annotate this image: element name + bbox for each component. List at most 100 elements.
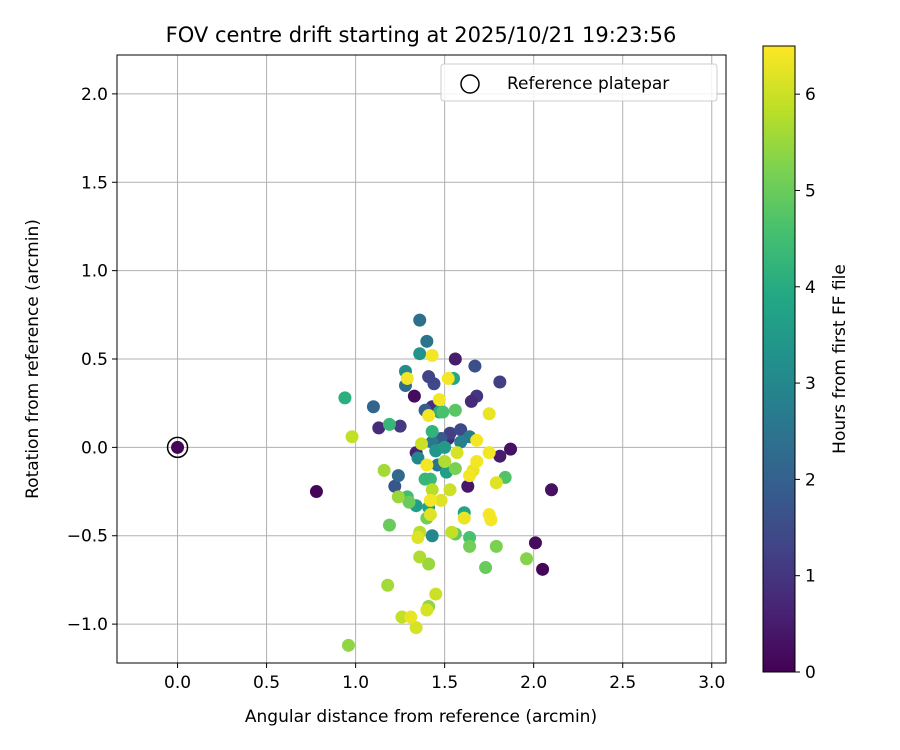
data-point xyxy=(482,407,496,421)
data-point xyxy=(436,405,450,419)
data-point xyxy=(382,518,396,532)
data-point xyxy=(461,479,475,493)
data-point xyxy=(448,352,462,366)
data-point xyxy=(395,610,409,624)
x-tick-label: 0.0 xyxy=(164,673,191,693)
colorbar-tick-label: 1 xyxy=(805,567,816,587)
data-point xyxy=(429,587,443,601)
data-point xyxy=(438,440,452,454)
data-point xyxy=(418,472,432,486)
legend-box xyxy=(440,63,718,102)
data-point xyxy=(391,469,405,483)
x-tick-label: 2.5 xyxy=(609,673,636,693)
legend: Reference platepar xyxy=(440,63,718,102)
data-point xyxy=(409,621,423,635)
data-point xyxy=(445,525,459,539)
colorbar-gradient xyxy=(762,45,796,673)
data-point xyxy=(441,371,455,385)
data-point xyxy=(443,483,457,497)
data-point xyxy=(464,394,478,408)
legend-label: Reference platepar xyxy=(507,74,669,94)
data-point xyxy=(407,389,421,403)
data-point xyxy=(463,469,477,483)
x-axis-ticks: 0.0 0.5 1.0 1.5 2.0 2.5 3.0 xyxy=(164,663,725,693)
data-point xyxy=(381,578,395,592)
reference-marker xyxy=(166,436,189,459)
data-point xyxy=(420,603,434,617)
x-tick-label: 1.0 xyxy=(342,673,369,693)
data-point xyxy=(425,529,439,543)
data-point xyxy=(528,536,542,550)
y-tick-label: −1.0 xyxy=(67,615,108,635)
x-tick-label: 1.5 xyxy=(431,673,458,693)
data-point xyxy=(438,455,452,469)
data-point xyxy=(422,409,436,423)
colorbar-tick-label: 3 xyxy=(805,374,816,394)
y-tick-label: 0.0 xyxy=(81,438,108,458)
data-point xyxy=(338,391,352,405)
data-point xyxy=(470,433,484,447)
data-point xyxy=(377,463,391,477)
data-point xyxy=(493,449,507,463)
data-point xyxy=(366,400,380,414)
data-point xyxy=(536,562,550,576)
data-point xyxy=(484,513,498,527)
legend-reference-marker xyxy=(460,74,480,94)
data-point xyxy=(423,508,437,522)
data-point xyxy=(425,483,439,497)
y-tick-label: 2.0 xyxy=(81,85,108,105)
y-tick-label: −0.5 xyxy=(67,527,108,547)
data-point xyxy=(432,393,446,407)
y-tick-label: 1.0 xyxy=(81,262,108,282)
data-point xyxy=(422,557,436,571)
data-point xyxy=(402,495,416,509)
data-point xyxy=(468,359,482,373)
data-point xyxy=(544,483,558,497)
data-point xyxy=(393,419,407,433)
data-point xyxy=(493,375,507,389)
data-point xyxy=(450,446,464,460)
data-point xyxy=(411,531,425,545)
reference-platepar-marker xyxy=(166,436,189,459)
data-point xyxy=(482,446,496,460)
x-tick-label: 3.0 xyxy=(698,673,725,693)
data-point xyxy=(448,462,462,476)
data-point xyxy=(400,371,414,385)
y-axis-ticks: −1.0 −0.5 0.0 0.5 1.0 1.5 2.0 xyxy=(67,85,117,635)
data-point xyxy=(404,610,418,624)
data-points xyxy=(171,313,558,652)
colorbar-tick-label: 2 xyxy=(805,470,816,490)
x-axis-label: Angular distance from reference (arcmin) xyxy=(245,707,597,727)
data-point xyxy=(425,424,439,438)
data-point xyxy=(341,638,355,652)
data-point xyxy=(454,423,468,437)
colorbar-tick-label: 0 xyxy=(805,663,816,683)
data-point xyxy=(422,370,436,384)
data-point xyxy=(382,417,396,431)
colorbar-tick-label: 4 xyxy=(805,278,816,298)
data-point xyxy=(479,561,493,575)
data-point xyxy=(425,348,439,362)
data-point xyxy=(454,435,468,449)
y-tick-label: 1.5 xyxy=(81,173,108,193)
chart-title: FOV centre drift starting at 2025/10/21 … xyxy=(166,23,677,47)
colorbar-tick-label: 6 xyxy=(805,85,816,105)
data-point xyxy=(457,511,471,525)
data-point xyxy=(423,493,437,507)
data-point xyxy=(434,493,448,507)
data-point xyxy=(171,440,185,454)
y-tick-label: 0.5 xyxy=(81,350,108,370)
y-axis-label: Rotation from reference (arcmin) xyxy=(23,219,43,499)
colorbar-ticks: 0 1 2 3 4 5 6 xyxy=(795,85,816,683)
data-point xyxy=(489,539,503,553)
data-point xyxy=(345,430,359,444)
data-point xyxy=(489,476,503,490)
data-point xyxy=(504,442,518,456)
data-point xyxy=(391,490,405,504)
data-point xyxy=(420,458,434,472)
data-point xyxy=(520,552,534,566)
data-point xyxy=(388,479,402,493)
data-point xyxy=(372,421,386,435)
colorbar-tick-label: 5 xyxy=(805,181,816,201)
